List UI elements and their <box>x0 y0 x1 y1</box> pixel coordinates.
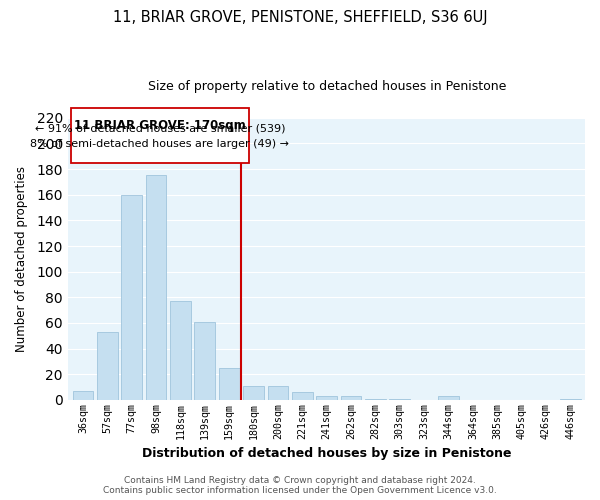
Bar <box>194 322 215 400</box>
Bar <box>438 396 459 400</box>
Text: Contains HM Land Registry data © Crown copyright and database right 2024.
Contai: Contains HM Land Registry data © Crown c… <box>103 476 497 495</box>
Y-axis label: Number of detached properties: Number of detached properties <box>15 166 28 352</box>
Bar <box>121 194 142 400</box>
Text: 11 BRIAR GROVE: 170sqm: 11 BRIAR GROVE: 170sqm <box>74 119 245 132</box>
FancyBboxPatch shape <box>71 108 249 162</box>
Bar <box>73 391 94 400</box>
X-axis label: Distribution of detached houses by size in Penistone: Distribution of detached houses by size … <box>142 447 511 460</box>
Bar <box>219 368 239 400</box>
Text: 8% of semi-detached houses are larger (49) →: 8% of semi-detached houses are larger (4… <box>30 138 289 148</box>
Text: ← 91% of detached houses are smaller (539): ← 91% of detached houses are smaller (53… <box>35 124 285 134</box>
Text: 11, BRIAR GROVE, PENISTONE, SHEFFIELD, S36 6UJ: 11, BRIAR GROVE, PENISTONE, SHEFFIELD, S… <box>113 10 487 25</box>
Bar <box>146 176 166 400</box>
Bar <box>316 396 337 400</box>
Bar <box>243 386 264 400</box>
Bar <box>292 392 313 400</box>
Bar <box>365 398 386 400</box>
Bar <box>560 398 581 400</box>
Bar <box>170 301 191 400</box>
Bar <box>389 398 410 400</box>
Title: Size of property relative to detached houses in Penistone: Size of property relative to detached ho… <box>148 80 506 93</box>
Bar <box>268 386 289 400</box>
Bar <box>341 396 361 400</box>
Bar <box>97 332 118 400</box>
